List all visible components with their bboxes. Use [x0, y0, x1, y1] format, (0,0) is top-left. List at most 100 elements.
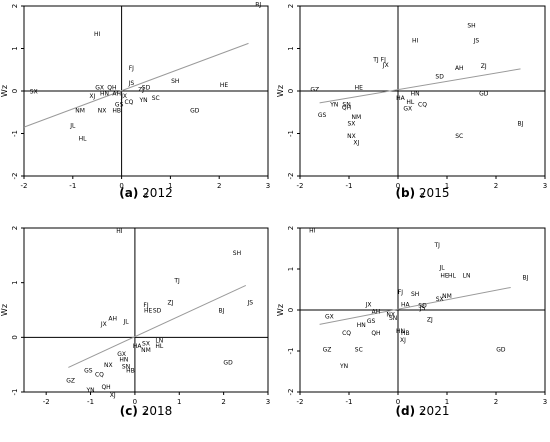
point-label-fj: FJ	[143, 302, 148, 309]
point-label-hn: HN	[411, 91, 420, 98]
trend-line	[319, 68, 521, 104]
point-label-hl: HL	[406, 99, 415, 106]
panel-caption: (c) 2018	[120, 404, 172, 418]
point-label-zj: ZJ	[167, 299, 173, 306]
x-tick-label: -1	[346, 398, 353, 406]
point-label-gs: GS	[367, 318, 376, 325]
x-axis-title: z	[420, 191, 424, 200]
point-label-nx: NX	[386, 312, 395, 319]
y-tick-label: 0	[11, 335, 19, 339]
point-label-xj: XJ	[89, 93, 95, 100]
point-label-js: JS	[419, 305, 426, 312]
point-label-ha: HA	[396, 95, 406, 102]
point-label-hn: HN	[100, 91, 109, 98]
point-label-bj: BJ	[255, 1, 261, 8]
point-label-sh: SH	[467, 23, 475, 30]
point-label-ln: LN	[463, 273, 471, 280]
caption-year: 2018	[142, 404, 173, 418]
y-axis-title: Wz	[276, 304, 285, 316]
point-label-zj: ZJ	[481, 63, 487, 70]
point-label-sd: SD	[435, 74, 444, 81]
point-label-bj: BJ	[218, 308, 224, 315]
point-label-nm: NM	[141, 347, 151, 354]
panel-caption: (d) 2021	[396, 404, 450, 418]
point-label-he: HE	[220, 82, 229, 89]
y-tick-label: 0	[287, 89, 295, 93]
y-axis-title: Wz	[276, 85, 285, 97]
y-tick-label: -2	[287, 173, 295, 180]
point-label-sd: SD	[142, 84, 151, 91]
y-tick-label: 1	[11, 280, 19, 284]
point-label-fj: FJ	[129, 65, 134, 72]
point-label-bj: BJ	[522, 275, 528, 282]
point-label-gx: GX	[95, 84, 104, 91]
x-tick-label: -2	[21, 182, 28, 190]
panel-caption: (b) 2015	[396, 186, 450, 200]
point-label-hn: HN	[396, 328, 405, 335]
point-label-zj: ZJ	[427, 317, 433, 324]
caption-panel-letter: (a)	[119, 186, 138, 200]
y-tick-label: 1	[287, 46, 295, 50]
point-label-gs: GS	[84, 368, 93, 375]
point-label-gs: GS	[115, 101, 124, 108]
x-tick-label: 0	[119, 182, 123, 190]
point-label-he: HE	[355, 84, 364, 91]
point-label-jx: JX	[382, 62, 389, 69]
trend-line	[68, 284, 247, 368]
point-label-js: JS	[246, 299, 253, 306]
point-label-nx: NX	[104, 362, 113, 369]
y-axis-title: Wz	[0, 85, 9, 97]
x-tick-label: 1	[445, 398, 449, 406]
point-label-xj: XJ	[110, 392, 116, 399]
point-label-hl: HL	[155, 343, 164, 350]
point-label-jx: JX	[100, 321, 107, 328]
caption-year: 2021	[419, 404, 450, 418]
y-tick-label: 2	[287, 226, 295, 230]
point-label-jl: JL	[439, 264, 446, 271]
caption-year: 2015	[419, 186, 450, 200]
point-label-jl: JL	[122, 318, 129, 325]
point-label-sx: SX	[30, 89, 38, 96]
point-label-cq: CQ	[124, 99, 133, 106]
point-label-gz: GZ	[66, 377, 75, 384]
point-label-gd: GD	[190, 108, 200, 115]
x-tick-label: -2	[297, 182, 304, 190]
x-tick-label: 2	[221, 398, 225, 406]
point-label-hl: HL	[448, 273, 457, 280]
y-tick-label: 2	[11, 226, 19, 230]
point-label-xj: XJ	[353, 140, 359, 147]
x-tick-label: 1	[168, 182, 172, 190]
x-tick-label: -1	[346, 182, 353, 190]
point-label-qh: QH	[101, 384, 110, 391]
point-label-gz: GZ	[323, 346, 332, 353]
point-label-ah: AH	[112, 91, 121, 98]
point-label-hi: HI	[412, 38, 419, 45]
trend-line	[23, 42, 249, 128]
y-tick-label: 2	[287, 4, 295, 8]
y-axis-title: Wz	[0, 304, 9, 316]
x-axis-title: z	[144, 191, 148, 200]
point-label-tj: TJ	[372, 57, 379, 64]
scatter-panel-1: -2-10123-2-1012zWzTJBJHIFJJSSDSHHESXGXQH…	[0, 1, 270, 200]
point-label-gd: GD	[479, 91, 489, 98]
point-label-yn: YN	[85, 387, 94, 394]
x-tick-label: 3	[266, 182, 270, 190]
point-label-jx: JX	[365, 301, 372, 308]
y-tick-label: -2	[287, 389, 295, 396]
x-axis-title: z	[144, 407, 148, 416]
point-label-jx: JX	[120, 93, 127, 100]
point-label-sx: SX	[436, 296, 444, 303]
point-label-cq: CQ	[342, 330, 351, 337]
trend-line	[319, 286, 511, 325]
point-label-nx: NX	[98, 108, 107, 115]
x-tick-label: 3	[543, 398, 547, 406]
point-label-sh: SH	[411, 291, 419, 298]
y-tick-label: 0	[11, 89, 19, 93]
caption-panel-letter: (b)	[396, 186, 416, 200]
point-label-yn: YN	[339, 363, 348, 370]
y-tick-label: -2	[11, 173, 19, 180]
scatter-panel-4: -2 -1 0 1 2 3 -2 -1 0 1 2 z Wz HI TJ JL HE HL LN BJ FJ SH NMSX…	[276, 226, 547, 418]
point-label-gz: GZ	[310, 86, 319, 93]
